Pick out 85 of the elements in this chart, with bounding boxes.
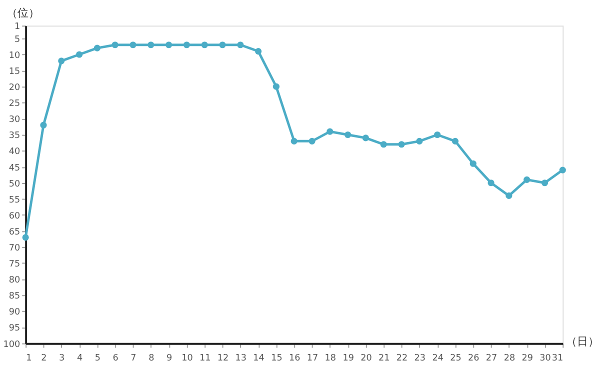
point: [40, 122, 47, 128]
y-tick-label: 50: [8, 179, 21, 190]
point: [94, 44, 100, 52]
y-tick-label: 65: [8, 227, 20, 238]
y-tick-label: 45: [8, 163, 20, 174]
y-tick-label: 90: [8, 308, 21, 318]
x-tick-label: 5: [94, 354, 100, 364]
x-tick-label: 9: [166, 354, 172, 364]
x-tick-label: 16: [288, 354, 301, 364]
y-axis-title: （位）: [6, 6, 40, 20]
point: [148, 42, 154, 48]
point: [22, 234, 29, 241]
point: [380, 141, 387, 148]
point: [255, 48, 262, 55]
x-tick-label: 6: [112, 354, 119, 364]
y-tick-label: 15: [8, 66, 20, 77]
x-tick-label: 7: [130, 354, 136, 364]
point: [201, 42, 208, 48]
point: [344, 131, 352, 138]
x-tick-label: 26: [468, 354, 480, 364]
x-tick-label: 21: [378, 354, 390, 364]
x-tick-label: 2: [41, 354, 47, 364]
point: [76, 51, 83, 58]
point: [326, 128, 334, 135]
point: [183, 42, 190, 48]
point: [470, 160, 476, 167]
x-tick-label: 14: [253, 354, 265, 364]
x-tick-label: 15: [271, 354, 282, 364]
x-tick-label: 13: [235, 354, 247, 364]
point: [308, 138, 316, 144]
x-tick-label: 11: [199, 354, 211, 364]
y-tick-label: 20: [8, 83, 21, 94]
point: [272, 83, 280, 90]
point: [434, 131, 441, 138]
point: [290, 138, 298, 144]
point: [165, 42, 172, 48]
x-tick-label: 27: [486, 354, 498, 364]
point: [130, 42, 136, 48]
y-tick-label: 80: [8, 276, 21, 286]
y-tick-label: 100: [3, 340, 21, 350]
point: [237, 42, 244, 48]
x-tick-label: 19: [342, 354, 354, 364]
x-tick-label: 30: [540, 354, 552, 364]
x-axis-title: （日）: [566, 334, 600, 348]
point: [541, 180, 548, 186]
point: [524, 176, 530, 183]
x-tick-label: 29: [522, 354, 533, 364]
y-tick-label: 30: [8, 115, 21, 126]
x-tick-label: 25: [450, 354, 462, 364]
point: [398, 141, 405, 148]
y-tick-label: 25: [8, 99, 20, 110]
y-tick-label: 70: [8, 244, 21, 254]
y-tick-label: 75: [8, 260, 20, 270]
x-tick-label: 24: [432, 354, 444, 364]
y-tick-label: 60: [8, 211, 21, 222]
x-tick-label: 12: [217, 354, 229, 364]
y-tick-label: 5: [14, 34, 20, 45]
y-tick-label: 85: [8, 292, 20, 302]
point: [506, 192, 512, 200]
x-tick-label: 20: [360, 354, 372, 364]
x-tick-label: 22: [396, 354, 408, 364]
x-tick-label: 18: [324, 354, 336, 364]
x-tick-label: 17: [306, 354, 318, 364]
point: [58, 58, 65, 64]
x-tick-label: 10: [182, 354, 194, 364]
point: [219, 42, 226, 48]
point: [112, 42, 118, 48]
x-tick-label: 8: [148, 354, 155, 364]
y-tick-label: 35: [8, 131, 20, 142]
y-tick-label: 55: [8, 195, 20, 206]
y-tick-label: 95: [8, 324, 20, 334]
point: [559, 166, 566, 174]
x-tick-label: 28: [504, 354, 516, 364]
point: [362, 134, 370, 142]
point: [452, 138, 459, 144]
x-tick-label: 23: [414, 354, 426, 364]
x-tick-label: 1: [26, 354, 32, 364]
x-tick-label: 31: [552, 354, 564, 364]
y-tick-label: 40: [8, 147, 21, 158]
x-tick-label: 4: [76, 354, 83, 364]
y-tick-label: 10: [8, 50, 21, 61]
x-tick-label: 3: [59, 354, 65, 364]
y-tick-label: 1: [14, 22, 20, 32]
point: [416, 138, 423, 144]
point: [488, 180, 494, 186]
